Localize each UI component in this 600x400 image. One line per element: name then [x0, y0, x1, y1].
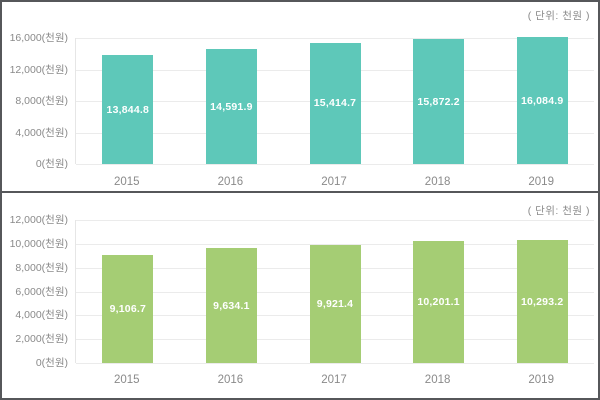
bar-value-label: 16,084.9	[520, 94, 564, 107]
y-axis-tick-label: 0(천원)	[35, 158, 68, 170]
bar-value-label: 14,591.9	[210, 100, 253, 113]
bar: 9,921.4	[309, 244, 361, 363]
bar-value-label: 9,921.4	[316, 297, 354, 310]
y-axis-tick-label: 4,000(천원)	[15, 309, 68, 322]
y-axis-tick-label: 10,000(천원)	[9, 237, 68, 250]
bar: 16,084.9	[516, 37, 568, 164]
bar-value-label: 15,414.7	[313, 97, 357, 110]
y-axis-tick-label: 2,000(천원)	[15, 333, 68, 346]
y-axis-tick-label: 16,000(천원)	[9, 32, 68, 44]
bar: 14,591.9	[205, 49, 257, 164]
y-axis-tick-label: 12,000(천원)	[9, 63, 68, 76]
bar: 9,106.7	[102, 254, 154, 363]
y-axis-tick-label: 4,000(천원)	[15, 126, 68, 139]
y-axis-tick-label: 8,000(천원)	[15, 261, 68, 274]
gridline	[76, 220, 594, 221]
bar: 9,634.1	[205, 248, 257, 363]
gridline	[76, 164, 594, 165]
bar: 10,201.1	[413, 241, 465, 363]
x-axis-tick-label: 2018	[424, 374, 451, 386]
x-axis-tick-label: 2015	[114, 374, 140, 386]
bar-value-label: 10,201.1	[417, 296, 460, 309]
y-axis-tick-label: 8,000(천원)	[15, 95, 68, 107]
bar: 13,844.8	[102, 55, 154, 164]
gridline	[76, 363, 594, 364]
y-axis-tick-label: 0(천원)	[35, 357, 68, 369]
bar-chart-panel-bottom: ( 단위: 천원 ) 9,106.7 9,634.1 9,921.4 10,201.1…	[2, 193, 598, 398]
x-axis-tick-label: 2019	[528, 374, 554, 386]
bar-value-label: 9,106.7	[109, 302, 147, 315]
unit-label: ( 단위: 천원 )	[527, 205, 590, 217]
unit-label: ( 단위: 천원 )	[527, 10, 590, 22]
gridline	[76, 38, 594, 39]
plot-area-bottom: 9,106.7 9,634.1 9,921.4 10,201.1 10,293.2	[75, 220, 594, 364]
plot-area-top: 13,844.8 14,591.9 15,414.7 15,872.2 16,084.9	[75, 37, 594, 165]
x-axis-tick-label: 2016	[217, 176, 244, 188]
x-axis-tick-label: 2016	[217, 374, 244, 386]
y-axis-tick-label: 12,000(천원)	[9, 214, 68, 226]
bar-value-label: 13,844.8	[106, 103, 150, 116]
gridline	[76, 243, 594, 245]
bar-value-label: 15,872.2	[417, 95, 460, 108]
y-axis-tick-label: 6,000(천원)	[15, 285, 68, 298]
x-axis-tick-label: 2018	[424, 176, 451, 188]
x-axis-tick-label: 2015	[114, 176, 140, 188]
bar-chart-panel-top: ( 단위: 천원 ) 13,844.8 14,591.9 15,414.7 15,87…	[2, 2, 598, 193]
bar: 15,872.2	[413, 39, 465, 164]
bar: 15,414.7	[309, 42, 361, 164]
bar: 10,293.2	[516, 240, 568, 363]
x-axis-tick-label: 2017	[321, 176, 347, 188]
x-axis-tick-label: 2019	[528, 176, 554, 188]
bar-value-label: 9,634.1	[213, 299, 250, 312]
bar-value-label: 10,293.2	[520, 295, 564, 308]
x-axis-tick-label: 2017	[321, 374, 347, 386]
